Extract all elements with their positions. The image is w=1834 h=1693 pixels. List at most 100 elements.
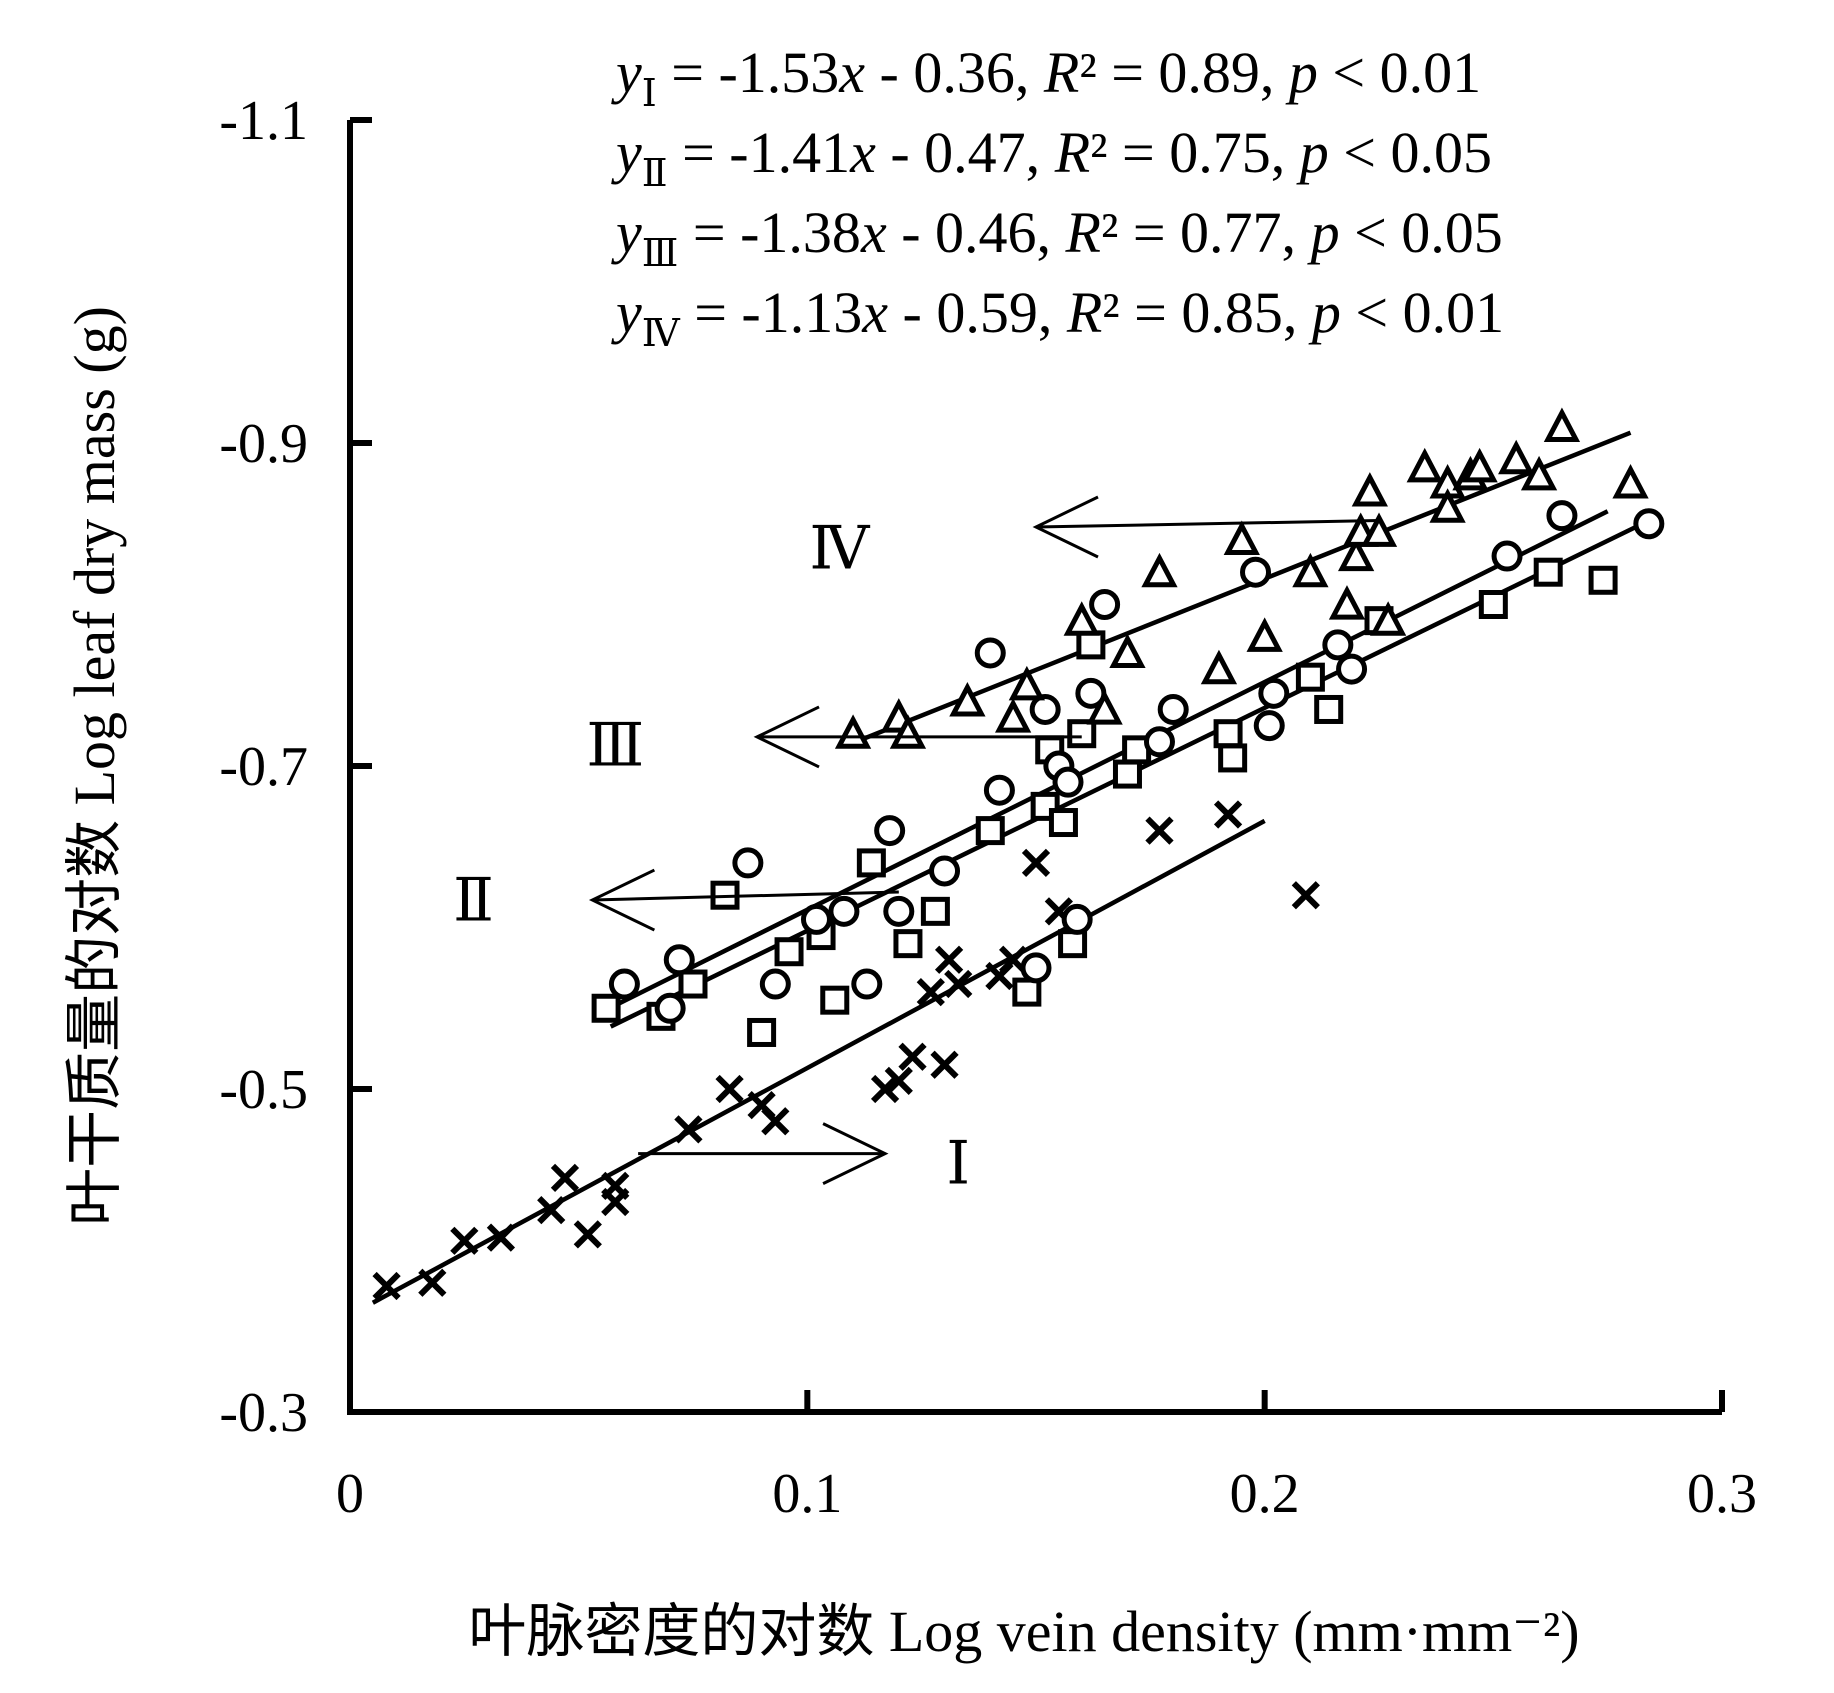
point-series-Ⅱ bbox=[975, 816, 1005, 846]
point-series-Ⅳ bbox=[1612, 464, 1649, 499]
point-series-Ⅰ bbox=[930, 1050, 959, 1079]
arrow-head-1 bbox=[822, 1122, 889, 1185]
point-series-Ⅳ bbox=[1292, 552, 1329, 588]
point-series-Ⅳ bbox=[1520, 455, 1558, 491]
y-axis-title: 叶干质量的对数 Log leaf dry mass (g) bbox=[62, 306, 127, 1226]
group-label-3: Ⅲ bbox=[586, 712, 644, 778]
point-series-Ⅰ bbox=[674, 1115, 703, 1144]
point-series-Ⅲ bbox=[1633, 508, 1665, 540]
point-series-Ⅰ bbox=[1213, 800, 1243, 829]
point-series-Ⅱ bbox=[920, 896, 950, 926]
point-series-Ⅳ bbox=[1063, 601, 1100, 636]
x-tick-label: 0.3 bbox=[1687, 1463, 1757, 1525]
point-series-Ⅳ bbox=[1461, 447, 1498, 483]
point-series-Ⅳ bbox=[1109, 633, 1146, 669]
point-series-Ⅲ bbox=[1253, 710, 1285, 742]
x-tick-label: 0 bbox=[336, 1463, 364, 1525]
x-tick-label: 0.1 bbox=[772, 1463, 842, 1525]
x-ticks: 0 0.1 0.2 0.3 bbox=[336, 1390, 1757, 1525]
arrow-shaft-2 bbox=[592, 890, 899, 902]
scatter-points bbox=[372, 407, 1665, 1301]
point-series-Ⅰ bbox=[934, 945, 964, 974]
point-series-Ⅲ bbox=[759, 968, 791, 1000]
point-series-Ⅳ bbox=[1543, 407, 1581, 442]
equation-block: yⅠ = -1.53x - 0.36, R² = 0.89, p < 0.01y… bbox=[611, 40, 1504, 355]
point-series-Ⅰ bbox=[486, 1223, 516, 1252]
point-series-Ⅳ bbox=[1200, 649, 1238, 685]
point-series-Ⅰ bbox=[1291, 881, 1320, 910]
point-series-Ⅳ bbox=[834, 714, 872, 749]
point-series-Ⅱ bbox=[1478, 590, 1508, 619]
group-label-2: Ⅱ bbox=[453, 867, 494, 933]
point-series-Ⅱ bbox=[1048, 808, 1078, 838]
point-series-Ⅱ bbox=[1295, 662, 1325, 692]
equation-2: yⅡ = -1.41x - 0.47, R² = 0.75, p < 0.05 bbox=[611, 120, 1492, 195]
group-arrows bbox=[588, 495, 1380, 1185]
point-series-Ⅲ bbox=[1491, 540, 1523, 572]
point-series-Ⅰ bbox=[450, 1226, 479, 1255]
group-labels: Ⅰ Ⅱ Ⅲ Ⅳ bbox=[453, 515, 970, 1196]
point-series-Ⅰ bbox=[916, 977, 945, 1007]
point-series-Ⅰ bbox=[372, 1271, 401, 1301]
point-series-Ⅰ bbox=[715, 1074, 744, 1104]
point-series-Ⅳ bbox=[1429, 488, 1466, 523]
point-series-Ⅳ bbox=[1337, 536, 1375, 572]
point-series-Ⅲ bbox=[608, 968, 640, 1000]
fit-line-4 bbox=[852, 430, 1632, 745]
point-series-Ⅳ bbox=[1351, 472, 1388, 507]
point-series-Ⅲ bbox=[1143, 726, 1175, 758]
fit-line-2 bbox=[609, 509, 1609, 1010]
point-series-Ⅲ bbox=[828, 895, 860, 927]
point-series-Ⅰ bbox=[537, 1196, 566, 1225]
point-series-Ⅳ bbox=[889, 714, 927, 749]
point-series-Ⅳ bbox=[1328, 585, 1366, 620]
point-series-Ⅳ bbox=[1360, 512, 1398, 547]
point-series-Ⅱ bbox=[1067, 719, 1097, 749]
point-series-Ⅱ bbox=[747, 1017, 777, 1047]
point-series-Ⅲ bbox=[929, 855, 961, 887]
arrow-shaft-4 bbox=[1035, 519, 1380, 529]
point-series-Ⅱ bbox=[820, 985, 850, 1015]
point-series-Ⅲ bbox=[1061, 903, 1093, 935]
point-series-Ⅲ bbox=[1020, 952, 1052, 984]
point-series-Ⅱ bbox=[1588, 565, 1618, 595]
point-series-Ⅰ bbox=[418, 1268, 447, 1297]
point-series-Ⅳ bbox=[1141, 552, 1178, 588]
point-series-Ⅲ bbox=[1089, 589, 1121, 620]
point-series-Ⅰ bbox=[944, 969, 973, 999]
point-series-Ⅰ bbox=[884, 1066, 913, 1096]
y-ticks: -1.1 -0.9 -0.7 -0.5 -0.3 bbox=[219, 90, 372, 1444]
point-series-Ⅲ bbox=[874, 815, 906, 847]
point-series-Ⅱ bbox=[678, 969, 708, 999]
point-series-Ⅲ bbox=[983, 774, 1015, 806]
arrow-head-4 bbox=[1032, 495, 1099, 559]
point-series-Ⅰ bbox=[601, 1187, 630, 1217]
y-tick-label: -1.1 bbox=[219, 90, 308, 152]
point-series-Ⅲ bbox=[732, 847, 764, 879]
point-series-Ⅳ bbox=[1223, 520, 1260, 555]
point-series-Ⅲ bbox=[1258, 677, 1290, 709]
point-series-Ⅱ bbox=[591, 993, 621, 1023]
point-series-Ⅲ bbox=[1029, 693, 1061, 725]
point-series-Ⅱ bbox=[774, 937, 804, 967]
arrow-head-2 bbox=[588, 868, 656, 932]
point-series-Ⅳ bbox=[1246, 617, 1283, 652]
equation-4: yⅣ = -1.13x - 0.59, R² = 0.85, p < 0.01 bbox=[611, 280, 1504, 355]
point-series-Ⅱ bbox=[856, 848, 886, 878]
point-series-Ⅰ bbox=[1021, 848, 1051, 878]
point-series-Ⅲ bbox=[1052, 766, 1084, 798]
x-axis-title: 叶脉密度的对数 Log vein density (mm·mm⁻²) bbox=[468, 1599, 1579, 1664]
point-series-Ⅱ bbox=[1314, 694, 1344, 724]
point-series-Ⅳ bbox=[1086, 690, 1123, 725]
point-series-Ⅱ bbox=[1218, 743, 1248, 773]
group-label-4: Ⅳ bbox=[809, 515, 870, 581]
point-series-Ⅱ bbox=[1076, 630, 1106, 660]
point-series-Ⅰ bbox=[870, 1074, 900, 1104]
point-series-Ⅲ bbox=[1546, 500, 1578, 532]
y-tick-label: -0.7 bbox=[219, 736, 308, 798]
point-series-Ⅱ bbox=[1112, 759, 1142, 789]
point-series-Ⅲ bbox=[1322, 629, 1354, 661]
arrow-head-3 bbox=[753, 705, 820, 769]
point-series-Ⅲ bbox=[1240, 556, 1272, 588]
